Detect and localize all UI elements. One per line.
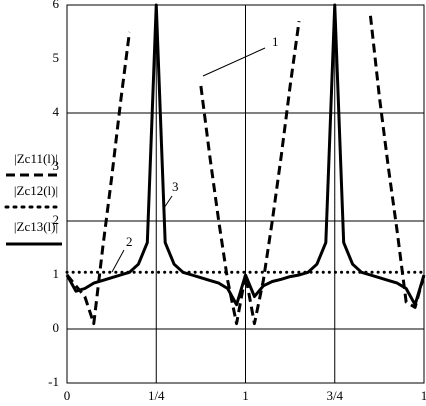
y-tick-label: 2 (53, 212, 60, 227)
legend-label: |Zc13(l)| (14, 219, 58, 234)
x-tick-label: 0 (64, 388, 71, 403)
y-tick-label: 1 (53, 266, 60, 281)
y-tick-label: -1 (48, 374, 59, 389)
legend-label: |Zc11(l)| (14, 151, 58, 166)
annotation: 3 (172, 179, 179, 194)
y-tick-label: 4 (53, 104, 60, 119)
annotation: 1 (272, 34, 279, 49)
x-tick-label: 1 (421, 388, 426, 403)
leader-line (111, 249, 125, 273)
x-tick-label: 1 (242, 388, 249, 403)
x-tick-label: 1/4 (148, 388, 165, 403)
annotation: 2 (126, 234, 133, 249)
series-line (65, 3, 426, 307)
y-tick-label: 6 (53, 0, 60, 11)
series-line (65, 15, 426, 326)
y-tick-label: 0 (53, 320, 60, 335)
leader-line (163, 195, 173, 209)
y-tick-label: 3 (53, 158, 60, 173)
x-tick-label: 3/4 (326, 388, 343, 403)
y-tick-label: 5 (53, 50, 60, 65)
legend-label: |Zc12(l)| (14, 183, 58, 198)
leader-line (202, 47, 266, 77)
